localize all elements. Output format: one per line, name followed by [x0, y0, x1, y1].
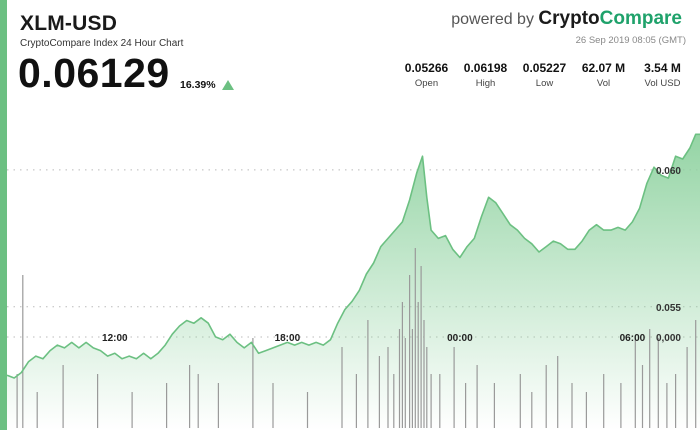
- volume-bar: [557, 356, 559, 428]
- volume-bar: [393, 374, 395, 428]
- volume-bar: [634, 338, 636, 428]
- volume-bar: [189, 365, 191, 428]
- stat-value: 0.05266: [404, 61, 449, 75]
- volume-bar: [657, 338, 659, 428]
- volume-bar: [531, 392, 533, 428]
- chart-subtitle: CryptoCompare Index 24 Hour Chart: [20, 38, 184, 49]
- volume-bar: [465, 383, 467, 428]
- volume-bar: [420, 266, 422, 428]
- volume-bar: [430, 374, 432, 428]
- volume-bars: [16, 248, 697, 428]
- volume-bar: [341, 347, 343, 428]
- x-tick-label: 06:00: [620, 333, 646, 344]
- volume-bar: [426, 347, 428, 428]
- volume-bar: [36, 392, 38, 428]
- y-axis: 0.060 0.055 0,000: [656, 166, 681, 344]
- stats-row: 0.05266 Open 0.06198 High 0.05227 Low 62…: [397, 61, 692, 89]
- x-tick-label: 12:00: [102, 333, 128, 344]
- stat-vol-usd: 3.54 M Vol USD: [633, 61, 692, 89]
- stat-vol: 62.07 M Vol: [574, 61, 633, 89]
- powered-by[interactable]: powered by CryptoCompare: [451, 8, 682, 30]
- price-line: [6, 133, 700, 379]
- x-axis: 12:00 18:00 00:00 06:00: [102, 333, 646, 344]
- stat-open: 0.05266 Open: [397, 61, 456, 89]
- stat-value: 62.07 M: [581, 61, 626, 75]
- volume-bar: [378, 356, 380, 428]
- volume-bar: [414, 248, 416, 428]
- stat-value: 0.05227: [522, 61, 567, 75]
- stat-high: 0.06198 High: [456, 61, 515, 89]
- volume-bar: [571, 383, 573, 428]
- volume-bar: [695, 320, 697, 428]
- volume-bar: [641, 365, 644, 428]
- volume-bar: [620, 383, 622, 428]
- volume-bar: [16, 374, 18, 428]
- volume-bar: [666, 383, 668, 428]
- volume-bar: [423, 320, 425, 428]
- stat-label: Vol USD: [644, 78, 681, 89]
- stat-value: 3.54 M: [644, 61, 681, 75]
- volume-bar: [131, 392, 133, 428]
- volume-bar: [585, 392, 587, 428]
- volume-bar: [411, 329, 413, 428]
- price-area: [7, 134, 700, 430]
- volume-bar: [401, 302, 403, 428]
- volume-bar: [197, 374, 199, 428]
- volume-bar: [398, 329, 401, 428]
- volume-bar: [649, 329, 651, 428]
- volume-bar: [355, 374, 357, 428]
- stat-value: 0.06198: [463, 61, 508, 75]
- pair-title: XLM-USD: [20, 12, 118, 35]
- volume-bar: [476, 365, 478, 428]
- volume-bar: [409, 275, 411, 428]
- stat-label: Low: [535, 78, 554, 89]
- powered-by-label: powered by: [451, 11, 534, 28]
- volume-bar: [686, 347, 688, 428]
- stat-label: Open: [414, 78, 439, 89]
- accent-bar: [0, 0, 7, 430]
- volume-bar: [417, 302, 419, 428]
- brand-logo-part2: Compare: [599, 8, 682, 29]
- x-tick-label: 18:00: [275, 333, 301, 344]
- brand-logo-part1: Crypto: [538, 8, 600, 29]
- change-percent: 16.39%: [180, 79, 216, 91]
- stat-low: 0.05227 Low: [515, 61, 574, 89]
- volume-axis-label: 0,000: [656, 333, 681, 344]
- y-tick-label: 0.055: [656, 303, 681, 314]
- volume-bar: [22, 275, 24, 428]
- volume-bar: [519, 374, 521, 428]
- volume-bar: [545, 365, 547, 428]
- y-tick-label: 0.060: [656, 166, 681, 177]
- up-arrow-icon: [222, 80, 234, 90]
- volume-bar: [166, 383, 168, 428]
- stat-label: Vol: [596, 78, 611, 89]
- area-fill: [7, 134, 700, 430]
- volume-bar: [62, 365, 64, 428]
- volume-bar: [387, 347, 389, 428]
- volume-bar: [439, 374, 441, 428]
- volume-bar: [603, 374, 605, 428]
- volume-bar: [367, 320, 369, 428]
- volume-bar: [272, 383, 274, 428]
- volume-bar: [453, 347, 455, 428]
- volume-bar: [97, 374, 99, 428]
- volume-bar: [252, 338, 254, 428]
- volume-bar: [217, 383, 219, 428]
- volume-bar: [493, 383, 495, 428]
- volume-bar: [306, 392, 309, 428]
- timestamp: 26 Sep 2019 08:05 (GMT): [575, 35, 686, 46]
- x-tick-label: 00:00: [447, 333, 473, 344]
- current-price: 0.06129: [18, 50, 170, 96]
- price-series-line: [6, 133, 700, 379]
- volume-bar: [404, 338, 406, 428]
- stat-label: High: [475, 78, 496, 89]
- volume-bar: [675, 374, 677, 428]
